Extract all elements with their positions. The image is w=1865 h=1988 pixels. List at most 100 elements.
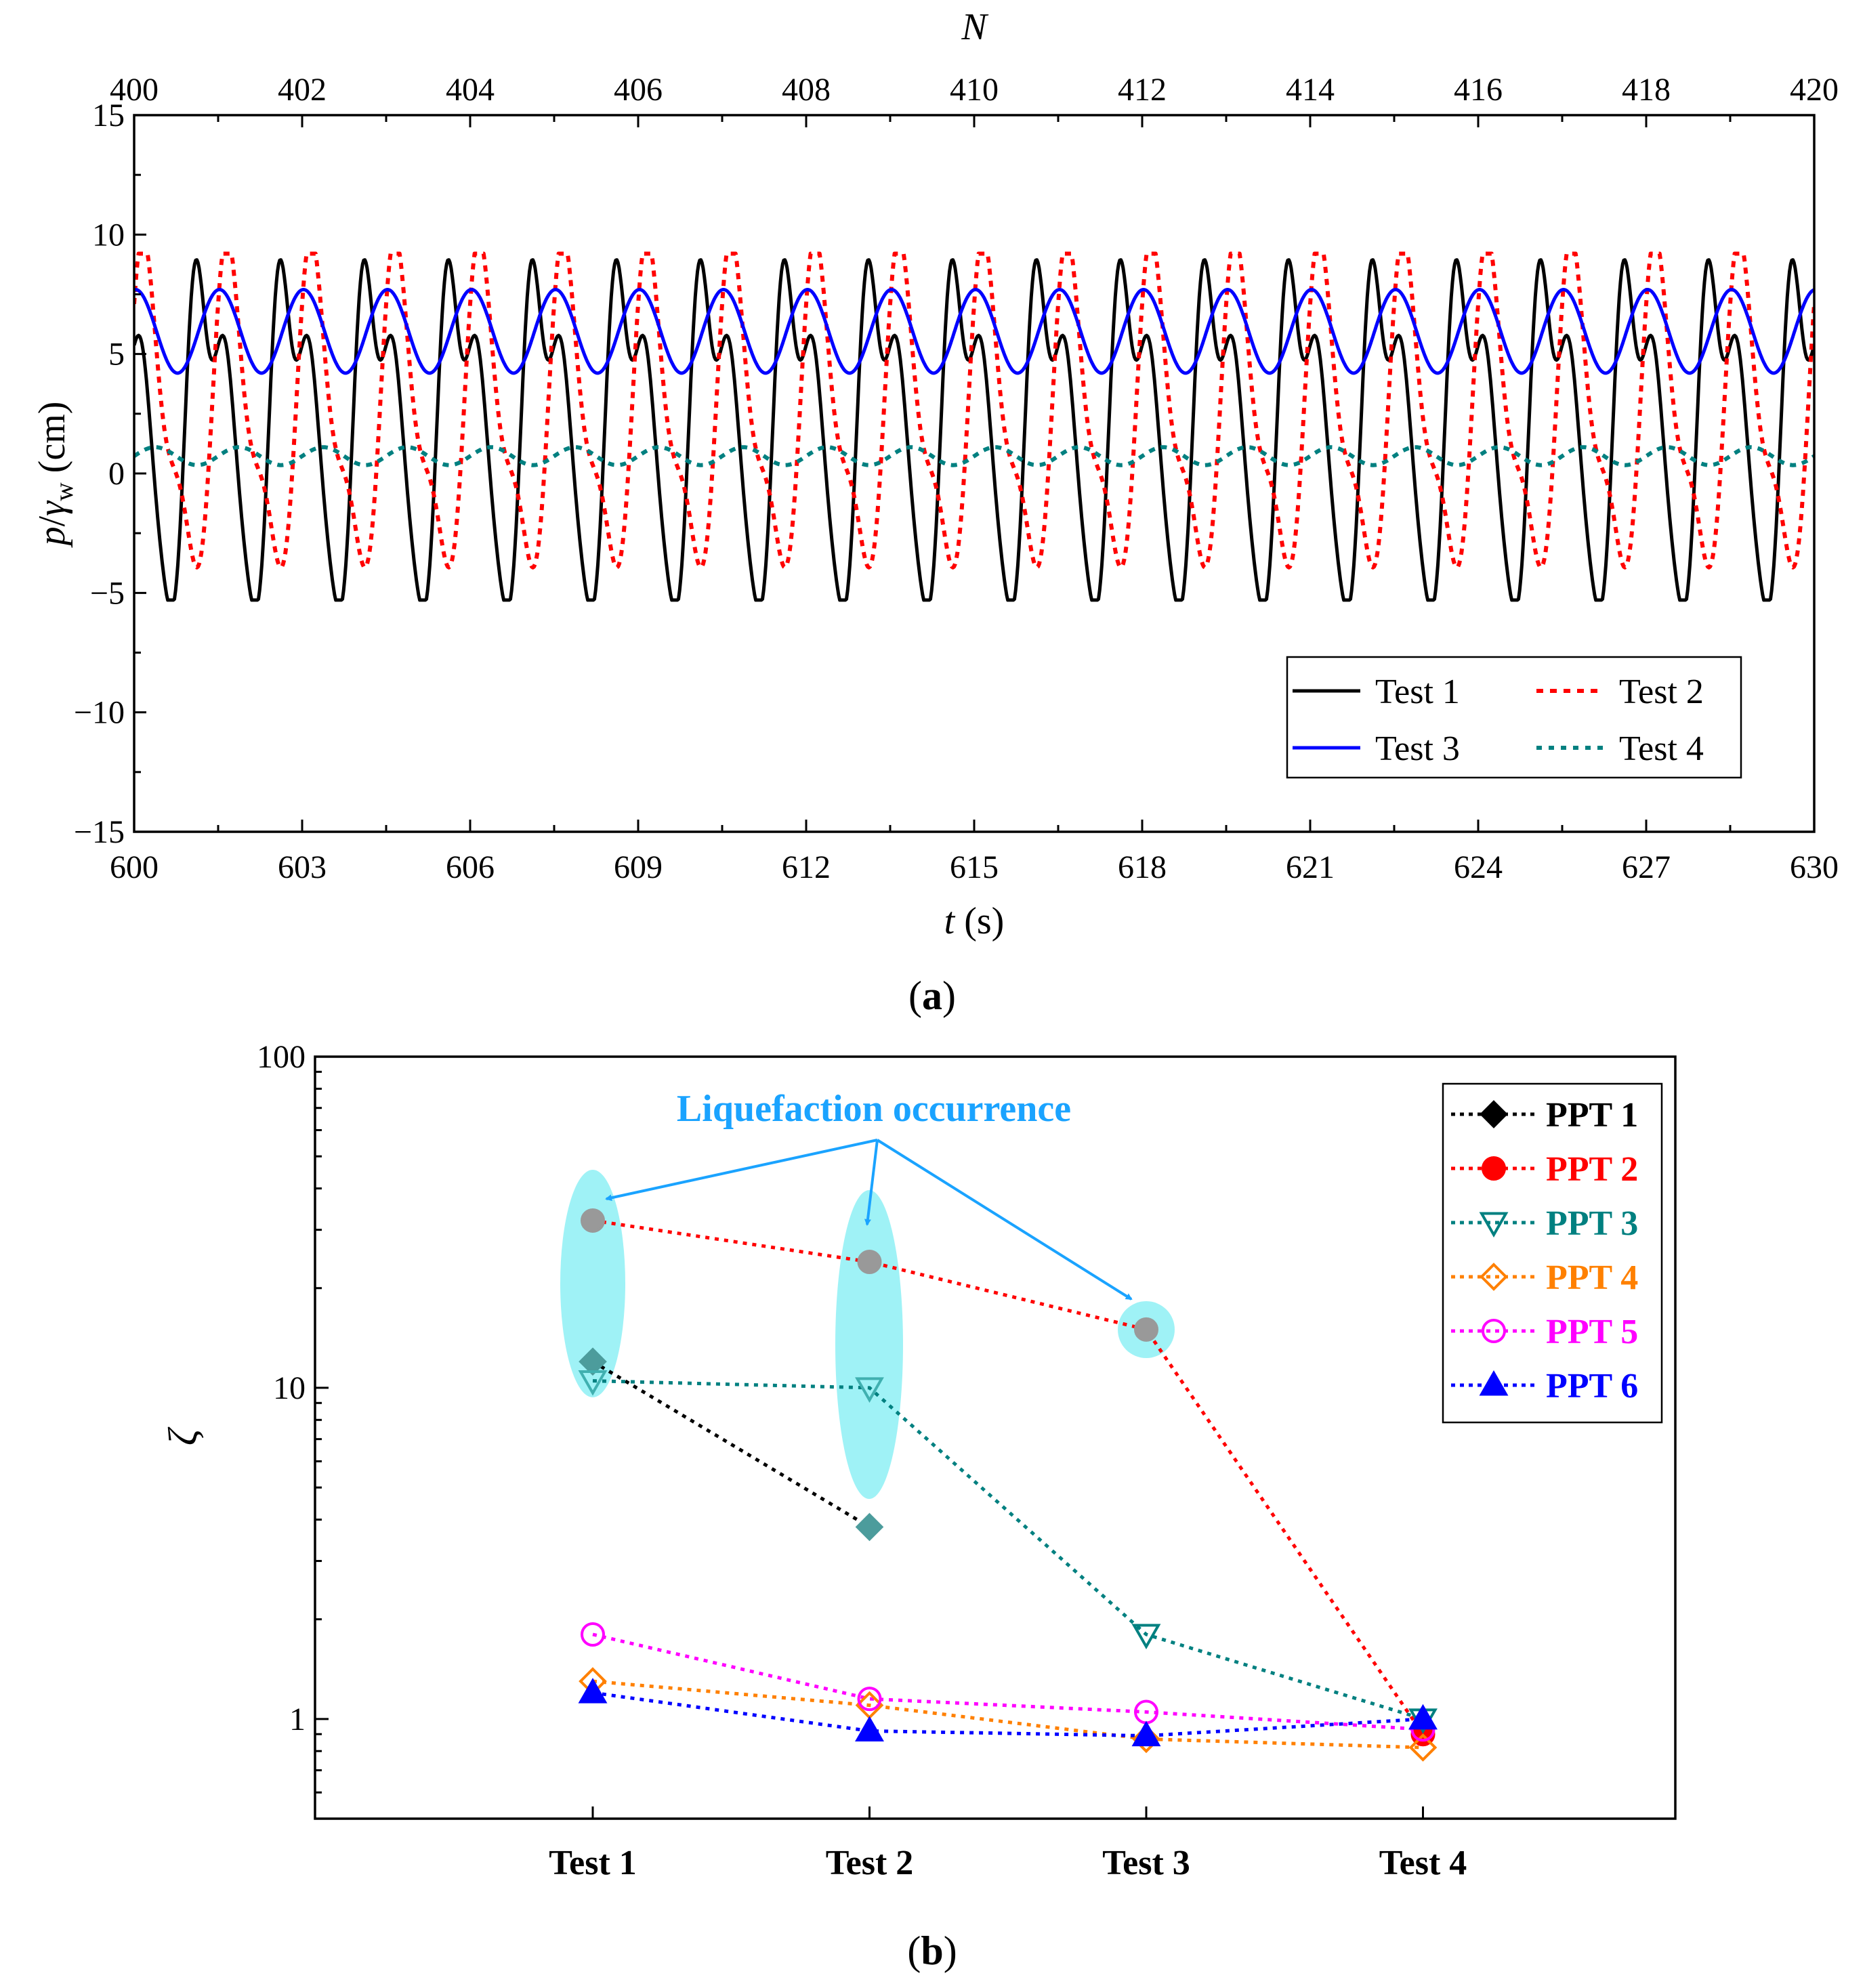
ylabel-sub: w [50, 482, 79, 501]
legend-b-marker-2 [1482, 1156, 1506, 1181]
a-ytick-label-4: −5 [90, 575, 125, 611]
a-toptick-label-10: 420 [1790, 72, 1839, 108]
a-xtick-label-10: 630 [1790, 849, 1839, 885]
legend-b-marker-6 [1479, 1370, 1509, 1396]
a-xtick-label-0: 600 [110, 849, 159, 885]
b-point-6-2 [855, 1716, 884, 1742]
a-xtick-label-8: 624 [1454, 849, 1503, 885]
a-xtick-label-2: 606 [446, 849, 495, 885]
panel-a-xlabel: t (s) [944, 900, 1005, 942]
b-series-line-2 [592, 1219, 1425, 1735]
a-toptick-label-8: 416 [1454, 72, 1503, 108]
a-series-line-1 [134, 258, 1814, 602]
a-series-line-2 [134, 251, 1814, 570]
a-toptick-label-2: 404 [446, 72, 495, 108]
panel-a: 600 603 606 609 612 615 618 621 624 627 630 15 10 5 0 −… [31, 6, 1839, 1018]
b-point-5-2 [857, 1687, 882, 1712]
panel-b-legend: PPT 1 PPT 2 PPT 3 PPT 4 PPT 5 PPT 6 [1442, 1082, 1663, 1424]
b-series-line-6 [592, 1691, 1423, 1738]
panel-b-label: (b) [907, 1928, 957, 1973]
legend-a-label-3: Test 3 [1375, 729, 1460, 768]
a-xtick-label-7: 621 [1286, 849, 1335, 885]
ylabel-sep: / [31, 515, 73, 526]
b-xtick-label-3: Test 4 [1379, 1844, 1467, 1882]
a-ytick-label-1: 10 [92, 217, 125, 253]
highlight-test-2 [835, 1190, 903, 1499]
b-xtick-label-0: Test 1 [549, 1844, 637, 1882]
panel-a-ticks: 600 603 606 609 612 615 618 621 624 627 630 15 10 5 0 −… [74, 72, 1839, 885]
b-series-line-3 [592, 1379, 1424, 1721]
annotation-arrow-3 [876, 1139, 1133, 1300]
legend-a-label-2: Test 2 [1619, 673, 1704, 711]
xlabel-var: t [944, 900, 956, 942]
a-xtick-label-9: 627 [1622, 849, 1671, 885]
panel-b: 1 10 100 Test 1 Test 2 Test 3 Test 4 Liquefact… [161, 1039, 1677, 1973]
a-xtick-label-6: 618 [1118, 849, 1167, 885]
a-toptick-label-9: 418 [1622, 72, 1671, 108]
legend-b-marker-4 [1480, 1263, 1508, 1291]
legend-b-label-4: PPT 4 [1546, 1259, 1638, 1297]
b-point-4-3 [1132, 1725, 1160, 1754]
highlight-test-1 [560, 1170, 625, 1397]
b-point-6-1 [578, 1678, 608, 1704]
annotation-arrow-2 [864, 1139, 879, 1226]
a-ytick-label-6: −15 [74, 814, 125, 850]
b-point-2-1 [581, 1208, 605, 1233]
legend-b-label-2: PPT 2 [1546, 1150, 1638, 1189]
a-toptick-label-3: 406 [614, 72, 663, 108]
annotation-text: Liquefaction occurrence [677, 1088, 1071, 1130]
b-point-4-4 [1408, 1733, 1438, 1762]
legend-b-label-1: PPT 1 [1546, 1096, 1638, 1135]
a-xtick-label-4: 612 [782, 849, 831, 885]
a-series-line-4 [134, 445, 1814, 467]
a-toptick-label-5: 410 [950, 72, 999, 108]
a-ytick-label-3: 0 [108, 456, 125, 492]
b-point-6-4 [1408, 1704, 1438, 1730]
panel-b-ylabel: ζ [161, 1426, 205, 1445]
a-ytick-label-5: −10 [74, 695, 125, 731]
ylabel-gamma: γ [31, 500, 73, 516]
b-point-2-2 [857, 1250, 882, 1275]
panel-a-legend: Test 1 Test 2 Test 3 Test 4 [1286, 656, 1742, 779]
legend-b-label-3: PPT 3 [1546, 1204, 1638, 1243]
b-xtick-label-1: Test 2 [826, 1844, 914, 1882]
b-ytick-label-0: 1 [289, 1701, 306, 1737]
top-axis-label: N [961, 6, 988, 48]
panel-b-letter: b [921, 1928, 943, 1973]
a-toptick-label-6: 412 [1118, 72, 1167, 108]
legend-b-label-5: PPT 5 [1546, 1313, 1638, 1351]
a-ytick-label-2: 5 [108, 337, 125, 373]
b-point-1-2 [855, 1513, 884, 1542]
b-series-line-4 [592, 1679, 1423, 1750]
legend-a-label-1: Test 1 [1375, 673, 1460, 711]
ylabel-unit: (cm) [31, 402, 73, 483]
panel-b-ticks: 1 10 100 Test 1 Test 2 Test 3 Test 4 [257, 1039, 1467, 1882]
legend-b-marker-5 [1482, 1319, 1506, 1343]
liquefaction-highlights [560, 1170, 1175, 1499]
panel-a-label: (a) [908, 973, 956, 1018]
panel-b-frame [314, 1055, 1677, 1820]
panel-a-letter: a [922, 973, 942, 1018]
a-ytick-label-0: 15 [92, 98, 125, 133]
legend-b-marker-1 [1480, 1100, 1508, 1128]
b-point-1-1 [579, 1347, 607, 1376]
b-ytick-label-2: 100 [257, 1039, 306, 1075]
legend-a-box [1286, 656, 1742, 779]
a-series-line-3 [134, 288, 1814, 375]
a-xtick-label-1: 603 [278, 849, 327, 885]
a-toptick-label-0: 400 [110, 72, 159, 108]
b-point-5-1 [581, 1622, 605, 1647]
b-point-3-1 [578, 1370, 608, 1396]
b-point-3-3 [1131, 1624, 1161, 1650]
b-ytick-label-1: 10 [273, 1370, 306, 1406]
panel-a-series-group [134, 251, 1814, 602]
a-toptick-label-1: 402 [278, 72, 327, 108]
annotation-arrow-1 [605, 1139, 878, 1202]
a-xtick-label-3: 609 [614, 849, 663, 885]
panel-a-ylabel: p/γw (cm) [31, 402, 79, 549]
b-point-6-3 [1131, 1720, 1161, 1747]
legend-b-box [1442, 1082, 1663, 1424]
ylabel-var: p [31, 526, 73, 548]
xlabel-unit: (s) [955, 900, 1004, 942]
